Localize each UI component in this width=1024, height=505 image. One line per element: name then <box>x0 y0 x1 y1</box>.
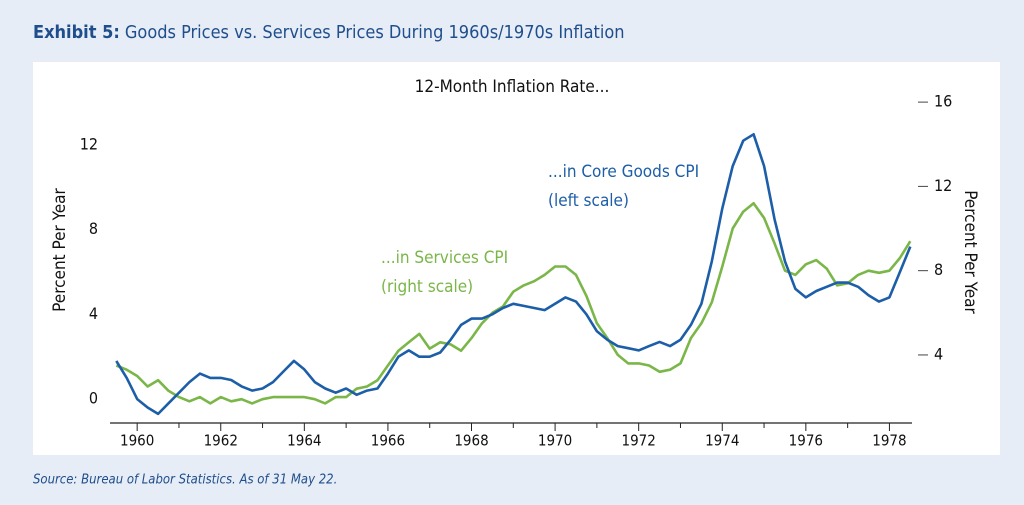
x-tick-label: 1960 <box>120 432 154 450</box>
series-annotation: ...in Core Goods CPI <box>548 162 699 182</box>
title-prefix: Exhibit 5: <box>33 22 120 43</box>
x-tick-label: 1978 <box>872 432 906 450</box>
y2-tick-label: 12 <box>934 176 952 195</box>
chart-subtitle: 12-Month Inflation Rate... <box>415 77 610 97</box>
x-tick-label: 1964 <box>287 432 321 450</box>
chart-title: Exhibit 5: Goods Prices vs. Services Pric… <box>33 22 625 43</box>
series-line <box>115 133 912 416</box>
y2-tick-label: 8 <box>934 260 943 279</box>
y2-tick-label: 16 <box>934 92 952 111</box>
x-tick-label: 1966 <box>371 432 405 450</box>
title-text: Goods Prices vs. Services Prices During … <box>125 22 625 43</box>
plot-panel <box>33 62 1000 455</box>
y-tick-label: 12 <box>80 134 98 153</box>
series-annotation: ...in Services CPI <box>381 248 508 268</box>
series-line <box>115 201 912 405</box>
y-tick-label: 8 <box>89 219 98 238</box>
y2-axis-label: Percent Per Year <box>960 190 980 314</box>
y-tick-label: 4 <box>89 304 98 323</box>
y-tick-label: 0 <box>89 389 98 408</box>
x-tick-label: 1974 <box>705 432 739 450</box>
x-tick-label: 1968 <box>454 432 488 450</box>
x-tick-label: 1972 <box>622 432 656 450</box>
y2-tick-label: 4 <box>934 344 943 363</box>
series-annotation-note: (left scale) <box>548 191 629 211</box>
x-tick-label: 1962 <box>204 432 238 450</box>
x-tick-label: 1970 <box>538 432 572 450</box>
source-note: Source: Bureau of Labor Statistics. As o… <box>33 473 337 488</box>
series-annotation-note: (right scale) <box>381 277 473 297</box>
x-tick-label: 1976 <box>789 432 823 450</box>
y-axis-label: Percent Per Year <box>50 187 70 311</box>
